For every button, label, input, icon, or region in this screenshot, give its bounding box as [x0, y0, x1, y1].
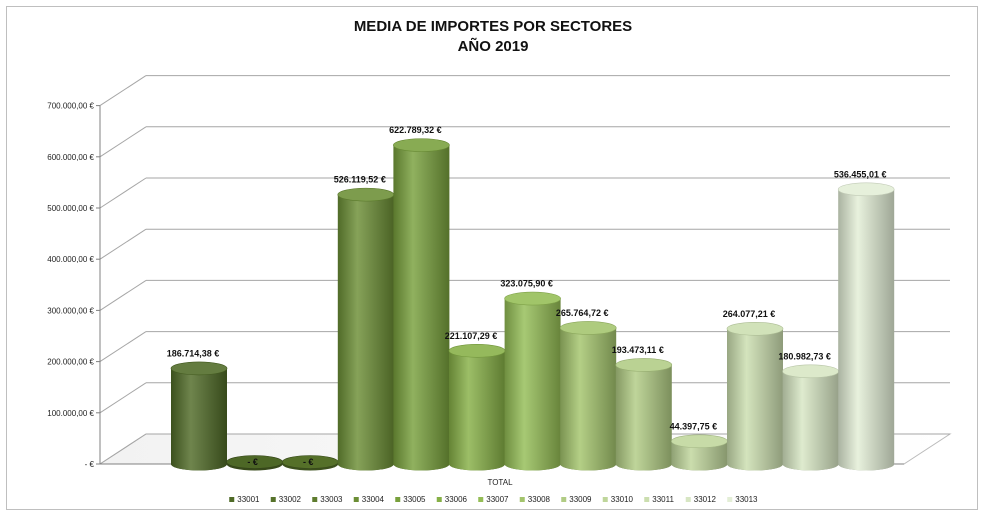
bar-33002: [226, 455, 283, 471]
legend-item-33001: 33001: [229, 495, 260, 504]
bar-33004: [337, 187, 395, 471]
gridline: [99, 177, 950, 209]
data-label-33001: 186.714,38 €: [167, 348, 220, 358]
bar-33005: [393, 138, 450, 471]
legend-item-33012: 33012: [685, 495, 717, 504]
svg-text:33009: 33009: [569, 495, 592, 504]
chart-frame: MEDIA DE IMPORTES POR SECTORES AÑO 2019 …: [6, 6, 978, 510]
svg-text:33002: 33002: [279, 495, 302, 504]
bars: [170, 138, 895, 471]
data-label-33005: 622.789,32 €: [389, 125, 442, 135]
legend-item-33010: 33010: [602, 495, 634, 504]
y-tick-label: 100.000,00 €: [47, 409, 94, 418]
y-tick-label: 500.000,00 €: [47, 204, 94, 213]
legend-item-33004: 33004: [353, 495, 385, 504]
y-tick-label: 600.000,00 €: [47, 153, 94, 162]
chart-subtitle: AÑO 2019: [458, 37, 529, 55]
gridline: [99, 126, 950, 158]
bar-33003: [281, 455, 339, 471]
svg-text:33011: 33011: [652, 495, 674, 504]
data-labels: 186.714,38 € - € - € 526.119,52 € 622.789,32…: [167, 125, 887, 467]
legend-item-33009: 33009: [561, 495, 592, 504]
svg-text:33007: 33007: [486, 495, 509, 504]
svg-text:33013: 33013: [735, 495, 758, 504]
x-category-label: TOTAL: [487, 478, 513, 487]
data-label-33002: - €: [247, 457, 258, 467]
data-label-33013: 536.455,01 €: [834, 169, 887, 179]
svg-text:33003: 33003: [320, 495, 343, 504]
bar-33006: [448, 343, 506, 471]
legend-item-33007: 33007: [478, 495, 509, 504]
y-tick-label: - €: [85, 460, 95, 469]
data-label-33012: 180.982,73 €: [778, 351, 831, 361]
data-label-33009: 193.473,11 €: [612, 345, 664, 355]
svg-text:33001: 33001: [237, 495, 260, 504]
legend-item-33005: 33005: [395, 495, 426, 504]
data-label-33003: - €: [303, 457, 314, 467]
data-label-33006: 221.107,29 €: [445, 331, 498, 341]
y-tick-label: 200.000,00 €: [47, 358, 94, 367]
svg-text:33006: 33006: [445, 495, 468, 504]
bar-33012: [782, 364, 839, 471]
gridline: [99, 228, 950, 260]
data-label-33008: 265.764,72 €: [556, 308, 609, 318]
bar-33001: [170, 361, 228, 471]
legend-item-33003: 33003: [312, 495, 343, 504]
y-tick-label: 400.000,00 €: [47, 255, 94, 264]
bar-33010: [671, 434, 728, 471]
chart-canvas: MEDIA DE IMPORTES POR SECTORES AÑO 2019 …: [47, 18, 952, 504]
y-tick-label: 300.000,00 €: [47, 306, 94, 315]
bar-33009: [615, 358, 673, 471]
svg-text:33008: 33008: [528, 495, 551, 504]
data-label-33004: 526.119,52 €: [334, 175, 386, 185]
svg-text:33004: 33004: [362, 495, 385, 504]
legend-item-33008: 33008: [519, 495, 551, 504]
bar-33008: [559, 321, 617, 471]
gridline: [99, 75, 950, 107]
chart-title: MEDIA DE IMPORTES POR SECTORES: [354, 18, 632, 35]
svg-text:33005: 33005: [403, 495, 426, 504]
gridline: [99, 279, 950, 311]
data-label-33007: 323.075,90 €: [500, 279, 553, 289]
legend-item-33006: 33006: [436, 495, 468, 504]
legend-item-33013: 33013: [727, 495, 758, 504]
data-label-33011: 264.077,21 €: [723, 309, 776, 319]
data-label-33010: 44.397,75 €: [670, 421, 718, 431]
svg-text:33010: 33010: [611, 495, 634, 504]
svg-text:33012: 33012: [694, 495, 717, 504]
bar-33013: [837, 182, 895, 471]
legend-item-33002: 33002: [270, 495, 302, 504]
bar-33007: [504, 291, 561, 471]
bar-33011: [726, 321, 784, 471]
legend-item-33011: 33011: [644, 495, 674, 504]
legend: 33001 33002 33003 33004 33005 33006 33007 33008…: [229, 495, 758, 504]
y-tick-label: 700.000,00 €: [47, 102, 94, 111]
